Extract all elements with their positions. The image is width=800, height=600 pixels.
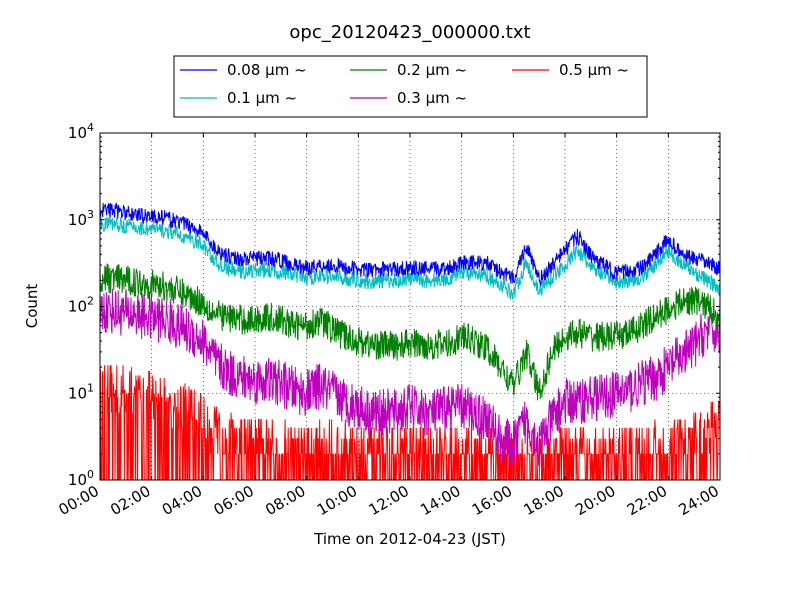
series-line [99,214,721,300]
x-tick-labels: 00:00 02:00 04:00 06:00 08:00 10:00 12:00 14:00… [56,482,722,519]
x-tick-label: 20:00 [572,482,618,519]
series-line [99,263,721,401]
x-tick-label: 24:00 [676,482,722,519]
x-tick-label: 02:00 [107,482,153,519]
series-line [99,202,721,286]
x-tick-label: 12:00 [366,482,412,519]
x-tick-label: 10:00 [314,482,360,519]
legend-box [173,55,648,118]
ticks [99,132,721,481]
x-axis-title: Time on 2012-04-23 (JST) [313,530,506,548]
legend: 0.08 µm ~ 0.1 µm ~ 0.2 µm ~ 0.3 µm ~ 0.5 µm … [173,55,648,118]
y-tick-label: 100 [68,468,94,489]
x-tick-label: 14:00 [417,482,463,519]
y-tick-label: 102 [68,295,94,316]
series-line [99,288,721,467]
x-tick-label: 18:00 [521,482,567,519]
x-tick-label: 06:00 [211,482,257,519]
legend-label: 0.08 µm ~ [227,61,307,79]
legend-label: 0.1 µm ~ [227,89,297,107]
x-tick-label: 08:00 [262,482,308,519]
chart-title: opc_20120423_000000.txt [289,22,530,43]
y-tick-label: 101 [68,381,94,402]
y-tick-labels: 100 101 102 103 104 [68,121,94,489]
x-tick-label: 04:00 [159,482,205,519]
legend-label: 0.3 µm ~ [397,89,467,107]
legend-label: 0.2 µm ~ [397,61,467,79]
legend-label: 0.5 µm ~ [559,61,629,79]
y-tick-label: 104 [68,121,94,142]
x-tick-label: 22:00 [624,482,670,519]
y-tick-label: 103 [68,208,94,229]
x-tick-label: 16:00 [469,482,515,519]
y-axis-title: Count [23,284,41,329]
